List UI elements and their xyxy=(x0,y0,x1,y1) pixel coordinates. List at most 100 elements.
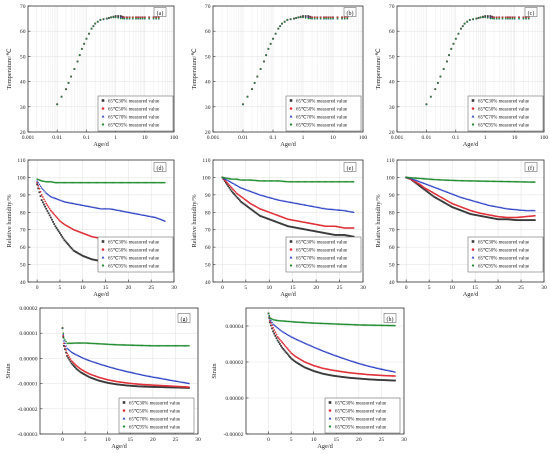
data-point xyxy=(105,181,108,184)
data-point xyxy=(421,186,424,189)
data-point xyxy=(96,207,99,209)
x-tick-label: 100 xyxy=(170,135,179,141)
data-point xyxy=(297,180,300,183)
data-point xyxy=(452,193,455,196)
data-point xyxy=(446,60,448,63)
y-axis-label: Strain xyxy=(211,363,218,379)
data-point xyxy=(491,180,494,183)
data-point xyxy=(292,336,295,339)
data-point xyxy=(459,195,462,198)
x-axis-label: Age/d xyxy=(463,291,479,298)
panel-tag-box xyxy=(153,162,167,172)
data-point xyxy=(496,180,498,183)
data-point xyxy=(146,181,149,184)
data-point xyxy=(465,211,467,214)
data-point xyxy=(282,319,285,323)
data-point xyxy=(141,213,144,216)
data-point xyxy=(385,324,387,327)
data-point xyxy=(331,353,334,356)
legend-entry: 65℃30% measured value xyxy=(335,401,386,407)
data-point xyxy=(170,386,172,389)
data-point xyxy=(57,218,60,221)
data-point xyxy=(109,207,112,210)
data-point xyxy=(261,194,264,197)
data-point xyxy=(332,322,334,325)
data-point xyxy=(152,181,155,184)
data-point xyxy=(76,181,78,184)
data-point xyxy=(88,257,91,260)
chart-panel-c: 0.001 0.01 0.1 1 10 100203040506070Age/dTempe… xyxy=(375,4,548,148)
x-tick-label: 0.1 xyxy=(270,135,277,141)
data-point xyxy=(423,188,426,191)
data-point xyxy=(64,338,66,341)
data-point xyxy=(131,371,134,374)
data-point xyxy=(347,210,350,213)
x-axis-label: Age/d xyxy=(93,291,109,298)
data-point xyxy=(39,190,42,193)
data-point xyxy=(45,192,48,194)
data-point xyxy=(67,354,70,357)
data-point xyxy=(142,385,145,388)
data-point xyxy=(365,364,368,367)
data-point xyxy=(125,181,127,184)
data-point xyxy=(361,377,364,380)
data-point xyxy=(325,17,328,20)
data-point xyxy=(425,103,428,106)
data-point xyxy=(294,180,296,183)
data-point xyxy=(83,42,86,45)
data-point xyxy=(307,17,310,20)
data-point xyxy=(131,16,134,19)
data-point xyxy=(172,344,175,347)
data-point xyxy=(69,360,72,363)
data-point xyxy=(40,199,43,201)
y-tick-label: 60 xyxy=(20,245,26,251)
data-point xyxy=(495,16,498,19)
y-tick-label: 40 xyxy=(205,280,211,286)
x-tick-label: 20 xyxy=(150,437,156,443)
data-point xyxy=(287,200,289,203)
data-point xyxy=(463,179,466,182)
data-point xyxy=(131,385,134,387)
data-point xyxy=(111,382,114,385)
data-point xyxy=(415,179,418,182)
data-point xyxy=(324,350,326,353)
data-point xyxy=(387,369,390,372)
data-point xyxy=(369,378,372,381)
data-point xyxy=(94,361,97,364)
data-point xyxy=(70,75,73,78)
data-point xyxy=(49,209,52,212)
data-point xyxy=(376,324,378,327)
data-point xyxy=(120,181,123,184)
data-point xyxy=(162,344,164,347)
data-point xyxy=(66,354,68,357)
data-point xyxy=(100,342,102,345)
data-point xyxy=(533,209,536,212)
data-point xyxy=(148,385,151,388)
data-point xyxy=(478,180,481,183)
data-point xyxy=(533,214,536,217)
data-point xyxy=(124,370,127,372)
data-point xyxy=(276,179,279,182)
data-point xyxy=(264,217,267,219)
data-point xyxy=(115,367,118,370)
plot-frame xyxy=(27,5,175,133)
data-point xyxy=(444,190,447,193)
data-point xyxy=(243,178,246,182)
data-point xyxy=(423,182,426,185)
data-point xyxy=(176,386,179,389)
data-point xyxy=(377,378,379,381)
data-point xyxy=(161,181,164,184)
data-point xyxy=(490,204,493,207)
data-point xyxy=(243,188,246,190)
data-point xyxy=(65,344,68,347)
data-point xyxy=(487,204,490,207)
data-point xyxy=(455,179,458,182)
data-point xyxy=(333,234,336,236)
data-point xyxy=(423,177,426,180)
data-point xyxy=(524,219,527,222)
data-point xyxy=(300,340,303,343)
data-point xyxy=(284,224,287,227)
data-point xyxy=(479,201,482,204)
panel-tag: (h) xyxy=(387,316,394,323)
data-point xyxy=(102,380,105,383)
